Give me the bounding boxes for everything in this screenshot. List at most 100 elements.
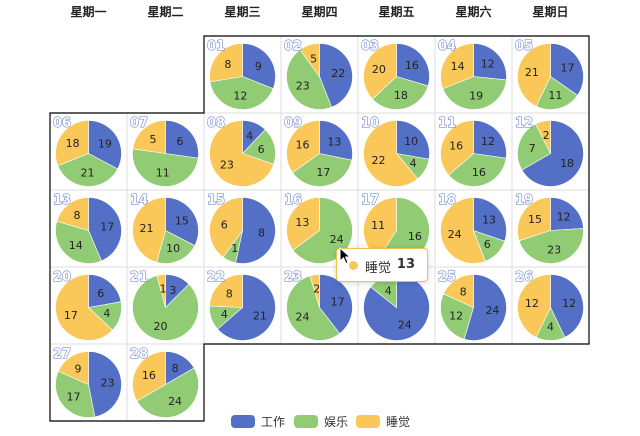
slice-value-label: 10 xyxy=(404,135,418,148)
slice-value-label: 12 xyxy=(557,211,571,224)
day-pie: 24 4 xyxy=(363,274,430,341)
date-label: 14 xyxy=(130,193,148,208)
date-label: 02 xyxy=(284,39,302,54)
slice-value-label: 4 xyxy=(221,308,228,321)
slice-value-label: 16 xyxy=(408,230,422,243)
slice-value-label: 23 xyxy=(296,80,310,93)
slice-value-label: 2 xyxy=(313,283,320,296)
day-pie: 6 11 5 xyxy=(132,120,199,187)
slice-value-label: 17 xyxy=(64,309,78,322)
slice-value-label: 8 xyxy=(172,362,179,375)
slice-value-label: 2 xyxy=(543,129,550,142)
date-label: 12 xyxy=(515,116,533,131)
day-pie: 17 11 21 xyxy=(517,43,584,110)
slice-value-label: 9 xyxy=(75,362,82,375)
day-pie: 23 17 9 xyxy=(55,351,122,418)
slice-value-label: 8 xyxy=(226,288,233,301)
pie-slice xyxy=(473,197,507,242)
pie-slice xyxy=(286,275,341,341)
date-label: 20 xyxy=(53,270,71,285)
slice-value-label: 24 xyxy=(168,395,182,408)
slice-value-label: 7 xyxy=(529,142,536,155)
pie-slice xyxy=(535,120,551,154)
slice-value-label: 22 xyxy=(372,154,386,167)
slice-value-label: 17 xyxy=(560,62,574,75)
slice-value-label: 6 xyxy=(221,219,228,232)
date-label: 11 xyxy=(438,116,456,131)
date-label: 25 xyxy=(438,270,456,285)
date-label: 08 xyxy=(207,116,225,131)
slice-value-label: 24 xyxy=(295,310,309,323)
slice-value-label: 14 xyxy=(69,239,83,252)
day-pie: 10 4 22 xyxy=(363,120,430,187)
legend-swatch-work xyxy=(231,415,255,428)
pie-slice xyxy=(55,274,113,341)
slice-value-label: 16 xyxy=(472,166,486,179)
slice-value-label: 9 xyxy=(255,60,262,73)
pie-slice xyxy=(55,120,89,167)
pie-slice xyxy=(517,43,551,107)
pie-slice xyxy=(319,274,353,335)
date-label: 17 xyxy=(361,193,379,208)
slice-value-label: 24 xyxy=(330,233,344,246)
pie-slice xyxy=(88,197,122,262)
slice-value-label: 4 xyxy=(410,157,417,170)
weekday-label: 星期六 xyxy=(455,4,491,19)
day-pie: 17 14 8 xyxy=(55,197,122,264)
date-label: 15 xyxy=(207,193,225,208)
pie-slice xyxy=(517,274,551,338)
weekday-label: 星期二 xyxy=(147,4,183,19)
day-pie: 13 17 16 xyxy=(286,120,353,187)
pie-slice xyxy=(518,228,584,264)
slice-value-label: 11 xyxy=(371,219,385,232)
slice-value-label: 19 xyxy=(98,138,112,151)
slice-value-label: 8 xyxy=(224,58,231,71)
slice-value-label: 3 xyxy=(169,284,176,297)
pie-slice xyxy=(299,43,320,78)
date-label: 04 xyxy=(438,39,456,54)
date-label: 09 xyxy=(284,116,302,131)
pie-slice xyxy=(443,274,474,308)
pie-slice xyxy=(56,197,89,231)
slice-value-label: 24 xyxy=(398,319,412,332)
day-pie: 12 23 15 xyxy=(517,197,584,264)
pie-slice xyxy=(473,120,507,159)
day-pie: 9 12 8 xyxy=(209,43,276,110)
date-label: 06 xyxy=(53,116,71,131)
slice-value-label: 13 xyxy=(327,135,341,148)
pie-slice xyxy=(535,76,578,110)
tooltip-series-dot xyxy=(349,261,358,270)
date-label: 27 xyxy=(53,347,71,362)
weekday-label: 星期四 xyxy=(301,4,337,19)
pie-slice xyxy=(136,367,199,418)
pie-slice xyxy=(156,274,166,308)
pie-slice xyxy=(319,120,353,161)
pie-slice xyxy=(55,220,102,264)
slice-value-label: 16 xyxy=(296,139,310,152)
pie-slice xyxy=(473,43,507,81)
day-pie: 6 4 17 xyxy=(55,274,122,341)
pie-slice xyxy=(550,43,584,96)
pie-slice xyxy=(363,43,397,100)
date-label: 13 xyxy=(53,193,71,208)
slice-value-label: 4 xyxy=(385,284,392,297)
pie-slice xyxy=(165,197,199,247)
slice-value-label: 13 xyxy=(295,216,309,229)
slice-value-label: 4 xyxy=(103,307,110,320)
slice-value-label: 12 xyxy=(233,90,247,103)
pie-slice xyxy=(132,148,199,187)
slice-value-label: 17 xyxy=(67,390,81,403)
slice-value-label: 20 xyxy=(154,320,168,333)
pie-slice xyxy=(286,49,333,110)
slice-value-label: 16 xyxy=(142,369,156,382)
day-pie: 24 12 8 xyxy=(440,274,507,341)
slice-value-label: 21 xyxy=(253,309,267,322)
pie-slice xyxy=(286,120,320,173)
pie-slice xyxy=(396,120,430,160)
date-label: 26 xyxy=(515,270,533,285)
day-pie: 21 4 8 xyxy=(209,274,276,341)
slice-value-label: 6 xyxy=(97,287,104,300)
slice-value-label: 18 xyxy=(66,137,80,150)
pie-slice xyxy=(550,197,584,231)
